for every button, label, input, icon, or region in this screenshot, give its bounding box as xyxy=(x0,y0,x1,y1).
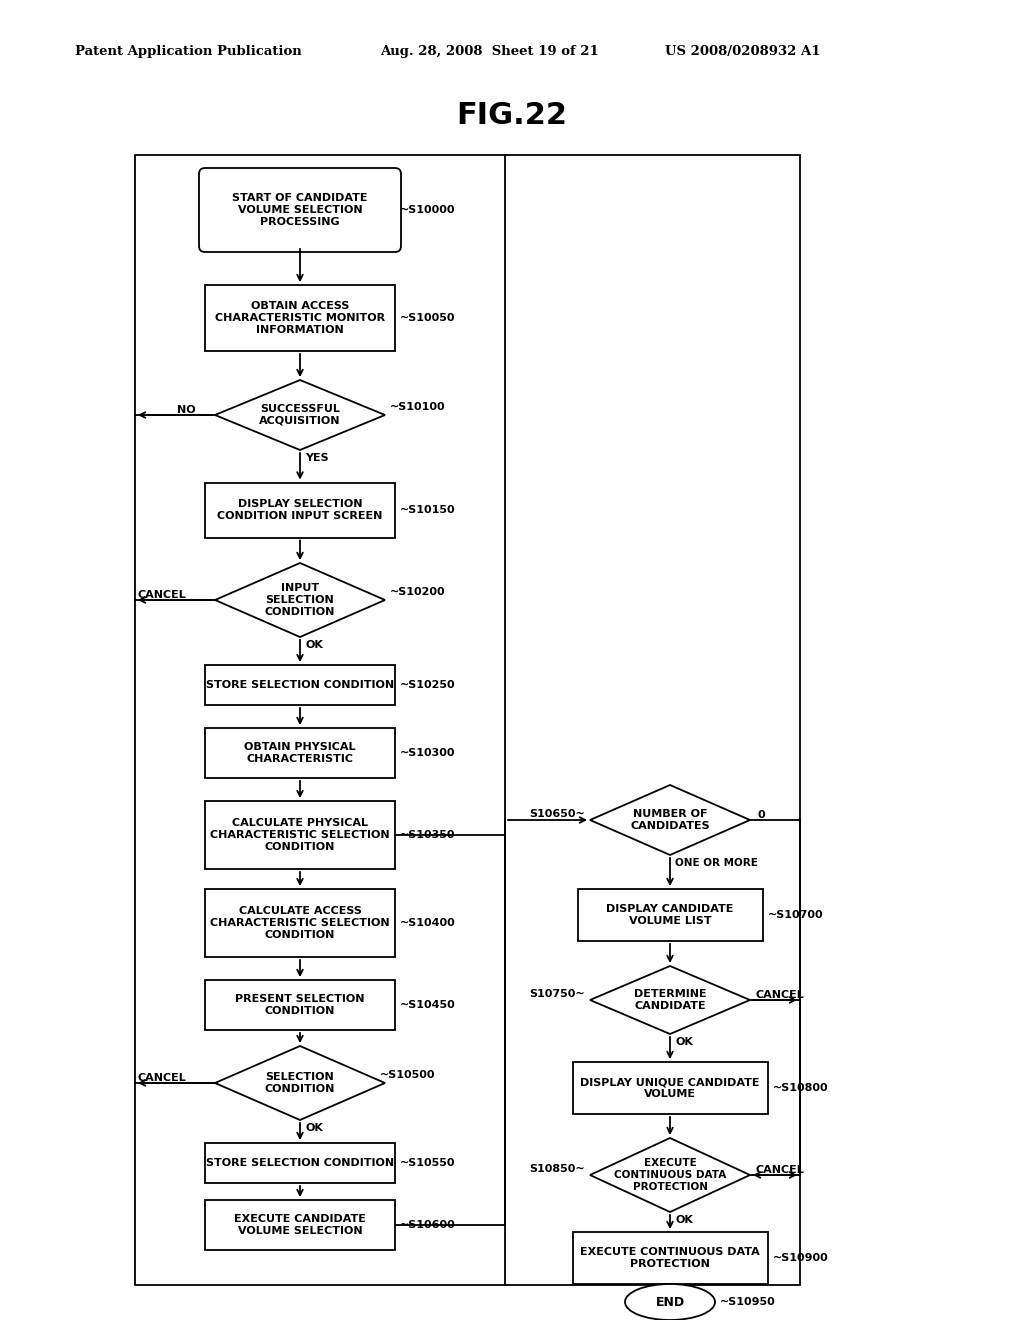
Text: CALCULATE ACCESS
CHARACTERISTIC SELECTION
CONDITION: CALCULATE ACCESS CHARACTERISTIC SELECTIO… xyxy=(210,907,390,940)
Text: CANCEL: CANCEL xyxy=(137,1073,185,1082)
Text: Aug. 28, 2008  Sheet 19 of 21: Aug. 28, 2008 Sheet 19 of 21 xyxy=(380,45,599,58)
Text: EXECUTE CONTINUOUS DATA
PROTECTION: EXECUTE CONTINUOUS DATA PROTECTION xyxy=(581,1247,760,1269)
Text: OK: OK xyxy=(675,1038,693,1047)
Text: S10850~: S10850~ xyxy=(529,1164,585,1173)
Text: ~S10150: ~S10150 xyxy=(400,506,456,515)
Bar xyxy=(135,154,800,1284)
Text: CANCEL: CANCEL xyxy=(137,590,185,601)
Text: ~S10000: ~S10000 xyxy=(400,205,456,215)
Text: ~S10500: ~S10500 xyxy=(380,1071,435,1080)
Text: ~S10600: ~S10600 xyxy=(400,1220,456,1230)
Bar xyxy=(205,729,395,777)
Text: START OF CANDIDATE
VOLUME SELECTION
PROCESSING: START OF CANDIDATE VOLUME SELECTION PROC… xyxy=(232,194,368,227)
Text: ~S10950: ~S10950 xyxy=(720,1298,776,1307)
Text: DETERMINE
CANDIDATE: DETERMINE CANDIDATE xyxy=(634,989,707,1011)
Bar xyxy=(205,285,395,351)
Text: NO: NO xyxy=(177,405,196,414)
Text: FIG.22: FIG.22 xyxy=(457,100,567,129)
Text: ~S10550: ~S10550 xyxy=(400,1158,456,1168)
Bar xyxy=(205,483,395,537)
Polygon shape xyxy=(215,380,385,450)
Text: STORE SELECTION CONDITION: STORE SELECTION CONDITION xyxy=(206,680,394,690)
Bar xyxy=(205,979,395,1030)
Text: YES: YES xyxy=(305,453,329,463)
Text: PRESENT SELECTION
CONDITION: PRESENT SELECTION CONDITION xyxy=(236,994,365,1016)
Bar xyxy=(205,801,395,869)
Text: DISPLAY SELECTION
CONDITION INPUT SCREEN: DISPLAY SELECTION CONDITION INPUT SCREEN xyxy=(217,499,383,521)
Text: ~S10050: ~S10050 xyxy=(400,313,456,323)
Text: CALCULATE PHYSICAL
CHARACTERISTIC SELECTION
CONDITION: CALCULATE PHYSICAL CHARACTERISTIC SELECT… xyxy=(210,818,390,851)
Text: OK: OK xyxy=(675,1214,693,1225)
Polygon shape xyxy=(590,1138,750,1212)
Text: ~S10200: ~S10200 xyxy=(390,587,445,597)
Text: OK: OK xyxy=(305,1123,323,1133)
Text: SUCCESSFUL
ACQUISITION: SUCCESSFUL ACQUISITION xyxy=(259,404,341,426)
Bar xyxy=(205,665,395,705)
Text: OBTAIN PHYSICAL
CHARACTERISTIC: OBTAIN PHYSICAL CHARACTERISTIC xyxy=(245,742,355,764)
Text: OBTAIN ACCESS
CHARACTERISTIC MONITOR
INFORMATION: OBTAIN ACCESS CHARACTERISTIC MONITOR INF… xyxy=(215,301,385,334)
Text: ~S10800: ~S10800 xyxy=(772,1082,828,1093)
Text: S10750~: S10750~ xyxy=(529,989,585,999)
Bar xyxy=(205,1200,395,1250)
Bar xyxy=(205,1143,395,1183)
Text: DISPLAY UNIQUE CANDIDATE
VOLUME: DISPLAY UNIQUE CANDIDATE VOLUME xyxy=(581,1077,760,1098)
Text: DISPLAY CANDIDATE
VOLUME LIST: DISPLAY CANDIDATE VOLUME LIST xyxy=(606,904,733,925)
Text: ~S10300: ~S10300 xyxy=(400,748,456,758)
Text: S10650~: S10650~ xyxy=(529,809,585,818)
Text: ~S10900: ~S10900 xyxy=(772,1253,828,1263)
Text: ~S10700: ~S10700 xyxy=(768,909,823,920)
Text: CANCEL: CANCEL xyxy=(755,1166,804,1175)
Ellipse shape xyxy=(625,1284,715,1320)
Text: US 2008/0208932 A1: US 2008/0208932 A1 xyxy=(665,45,820,58)
Polygon shape xyxy=(215,1045,385,1119)
Text: CANCEL: CANCEL xyxy=(755,990,804,1001)
Text: ~S10450: ~S10450 xyxy=(400,1001,456,1010)
Text: SELECTION
CONDITION: SELECTION CONDITION xyxy=(265,1072,335,1094)
Text: INPUT
SELECTION
CONDITION: INPUT SELECTION CONDITION xyxy=(265,583,335,616)
Bar xyxy=(205,888,395,957)
Text: 0: 0 xyxy=(758,810,766,820)
FancyBboxPatch shape xyxy=(199,168,401,252)
Text: ONE OR MORE: ONE OR MORE xyxy=(675,858,758,869)
Polygon shape xyxy=(590,966,750,1034)
Bar xyxy=(578,888,763,941)
Polygon shape xyxy=(215,564,385,638)
Text: ~S10350: ~S10350 xyxy=(400,830,456,840)
Text: NUMBER OF
CANDIDATES: NUMBER OF CANDIDATES xyxy=(630,809,710,830)
Text: Patent Application Publication: Patent Application Publication xyxy=(75,45,302,58)
Polygon shape xyxy=(590,785,750,855)
Text: ~S10100: ~S10100 xyxy=(390,403,445,412)
Bar xyxy=(572,1232,768,1284)
Text: EXECUTE CANDIDATE
VOLUME SELECTION: EXECUTE CANDIDATE VOLUME SELECTION xyxy=(234,1214,366,1236)
Text: END: END xyxy=(655,1295,685,1308)
Text: OK: OK xyxy=(305,640,323,649)
Text: EXECUTE
CONTINUOUS DATA
PROTECTION: EXECUTE CONTINUOUS DATA PROTECTION xyxy=(613,1159,726,1192)
Text: STORE SELECTION CONDITION: STORE SELECTION CONDITION xyxy=(206,1158,394,1168)
Text: ~S10250: ~S10250 xyxy=(400,680,456,690)
Bar xyxy=(572,1063,768,1114)
Text: ~S10400: ~S10400 xyxy=(400,917,456,928)
